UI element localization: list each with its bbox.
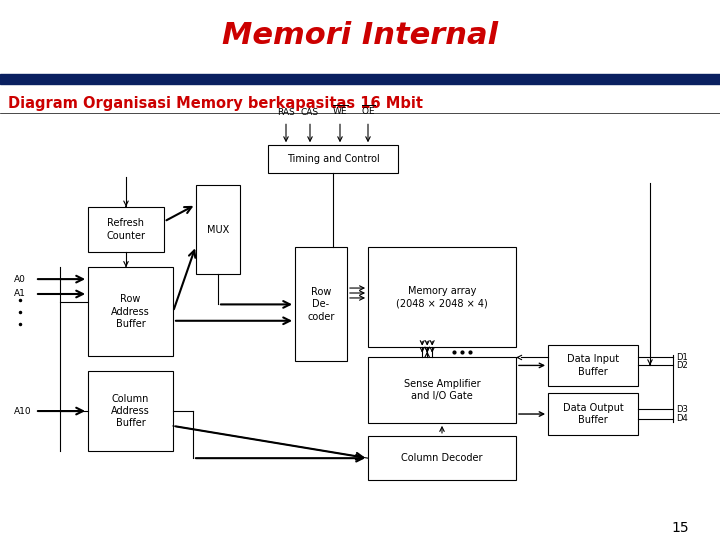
Text: D2: D2 xyxy=(676,361,688,370)
Bar xyxy=(548,345,638,386)
Text: D1: D1 xyxy=(676,353,688,362)
Text: Data Output
Buffer: Data Output Buffer xyxy=(562,403,624,425)
Bar xyxy=(368,357,516,423)
Text: 15: 15 xyxy=(671,521,689,535)
Text: Row
Address
Buffer: Row Address Buffer xyxy=(111,294,150,329)
Text: $\overline{\mathsf{OE}}$: $\overline{\mathsf{OE}}$ xyxy=(361,104,375,117)
Text: D4: D4 xyxy=(676,415,688,423)
Bar xyxy=(548,393,638,435)
Text: A10: A10 xyxy=(14,407,32,416)
Text: $\overline{\mathsf{WE}}$: $\overline{\mathsf{WE}}$ xyxy=(332,104,348,117)
Bar xyxy=(88,267,173,356)
Text: Diagram Organisasi Memory berkapasitas 16 Mbit: Diagram Organisasi Memory berkapasitas 1… xyxy=(8,96,423,111)
Text: Data Input
Buffer: Data Input Buffer xyxy=(567,354,619,376)
Bar xyxy=(88,372,173,451)
Bar xyxy=(295,247,347,361)
Text: A1: A1 xyxy=(14,289,26,299)
Text: Column Decoder: Column Decoder xyxy=(401,453,482,463)
Text: MUX: MUX xyxy=(207,225,229,234)
Text: CAS: CAS xyxy=(301,109,319,117)
Bar xyxy=(368,247,516,347)
Bar xyxy=(268,145,398,173)
Text: A0: A0 xyxy=(14,275,26,284)
Text: Memori Internal: Memori Internal xyxy=(222,21,498,50)
Text: Timing and Control: Timing and Control xyxy=(287,154,379,164)
Text: Column
Address
Buffer: Column Address Buffer xyxy=(111,394,150,428)
Text: RAS: RAS xyxy=(277,109,295,117)
Text: Refresh
Counter: Refresh Counter xyxy=(107,218,145,241)
Bar xyxy=(0,73,720,84)
Text: Sense Amplifier
and I/O Gate: Sense Amplifier and I/O Gate xyxy=(404,379,480,401)
Bar xyxy=(88,207,164,252)
Bar xyxy=(368,436,516,481)
Bar xyxy=(196,185,240,274)
Text: Memory array
(2048 × 2048 × 4): Memory array (2048 × 2048 × 4) xyxy=(396,286,488,308)
Text: Row
De-
coder: Row De- coder xyxy=(307,287,335,322)
Text: D3: D3 xyxy=(676,404,688,414)
